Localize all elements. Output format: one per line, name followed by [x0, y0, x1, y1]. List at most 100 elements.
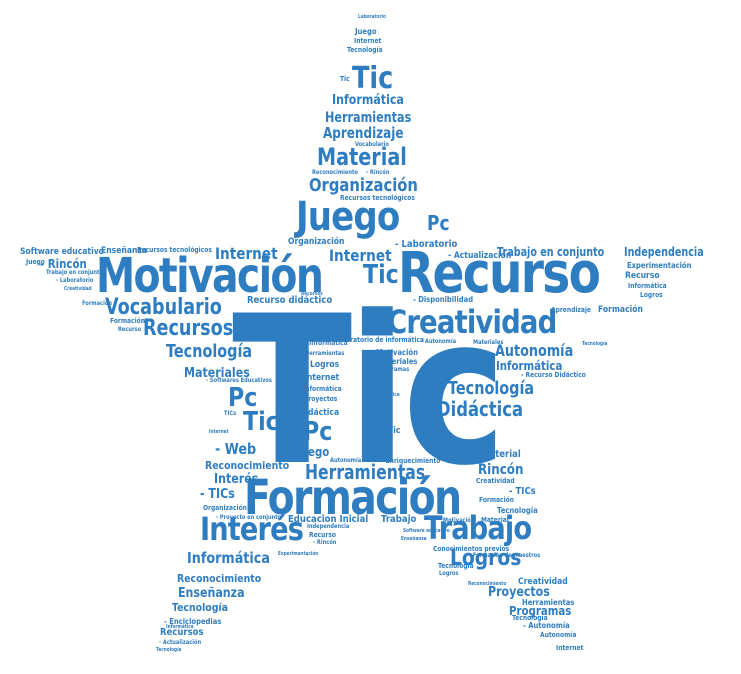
word-motivacion-small: Motivación: [376, 348, 418, 357]
word-materiales-small: Materiales: [377, 357, 418, 366]
word-juego-small: Juego: [297, 445, 330, 459]
word-herramientas-b: Herramientas: [522, 598, 575, 607]
word-informatica-right: Informática: [496, 359, 563, 373]
word-recurso: Recurso: [398, 241, 601, 306]
word-tics-left2: TICs: [224, 410, 237, 417]
word-juego-left: Juego: [26, 258, 45, 266]
word-internet-left2: Internet: [209, 429, 229, 435]
word-recurso-small: Recurso: [309, 531, 336, 539]
word-creatividad: Creatividad: [387, 303, 557, 341]
word-independencia-small: Independencia: [307, 523, 350, 530]
word-tic-main: Tic: [232, 273, 507, 511]
word-logros-mid: Logros: [310, 360, 340, 370]
word-autonomia-b: - Autonomía: [523, 621, 570, 630]
word-ensenanza-left: Enseñanza: [101, 246, 148, 256]
word-logros-b: Logros: [439, 570, 459, 577]
word-conocimientos-previos: Conocimientos previos: [433, 545, 510, 553]
word-independencia: Independencia: [624, 245, 704, 259]
word-actualizacion-b: - Actualización: [159, 639, 202, 646]
word-herramientas-small: Herramientas: [305, 350, 345, 357]
word-vocabulario: Vocabulario: [105, 295, 222, 320]
word-reconocimiento-bottom: Reconocimiento: [177, 572, 262, 585]
word-tecnologia-b3: Tecnología: [512, 614, 548, 622]
word-formacion-left2: Formación: [110, 317, 145, 325]
word-software-educativo-b: Software educativo: [403, 528, 450, 534]
word-logros: Logros: [450, 546, 522, 571]
word-informatica-right-small: Informática: [628, 282, 667, 290]
word-web-small: - Web: [364, 450, 381, 457]
word-informatica-mid: Informática: [309, 339, 348, 347]
word-autonomia-small: - Autonomía: [421, 338, 457, 345]
word-ensenanza: Enseñanza: [178, 586, 245, 601]
word-internet-mid: Internet: [329, 246, 392, 265]
word-pc-top: Pc: [427, 211, 450, 235]
word-material: Material: [317, 143, 407, 171]
word-logros-right-small: Logros: [640, 291, 663, 299]
word-proyectos-small: Proyectos: [304, 395, 338, 403]
word-experimentacion-r: Experimentación: [278, 551, 319, 557]
word-motivacion-bottom: Motivación: [443, 517, 475, 524]
word-programas-small: Programas: [378, 366, 410, 373]
word-informatica-bottom: Informática: [187, 549, 270, 567]
word-autonomia: Autonomía: [495, 341, 574, 360]
word-pc-left: Pc: [228, 383, 258, 413]
word-recursos-tecnologicos: Recursos tecnológicos: [340, 194, 415, 202]
word-proyecto-en-conjunto: - Proyecto en conjunto: [216, 514, 282, 521]
word-creatividad-small: Creatividad: [476, 477, 515, 485]
word-laboratorio-top: Laboratorio: [358, 14, 386, 20]
word-rincon-small: - Rincón: [313, 539, 337, 546]
word-informatica-b: Informática: [166, 624, 194, 630]
word-didactica-small: Didáctica: [299, 408, 340, 418]
word-enriquecimiento: - Enriquecimiento: [381, 457, 441, 465]
word-tecnologia-small-left: Tecnología: [582, 341, 608, 347]
word-tics-right: - TICs: [509, 486, 536, 497]
word-laboratorio-de-informatica: Laboratorio de informática: [334, 336, 425, 344]
word-tic-mid: Tic: [363, 260, 399, 290]
word-enciclopedias: - Enciclopedias: [164, 617, 222, 626]
word-informatica-left2: Informática: [372, 392, 400, 398]
word-recurso-didactico: Recurso didáctico: [247, 295, 333, 306]
word-tic-left: Tic: [243, 407, 279, 437]
word-creatividad-b: Creatividad: [518, 577, 568, 587]
word-organizacion: Organización: [309, 175, 418, 196]
word-tecnologia-small-right: Tecnología: [497, 506, 538, 515]
word-material-bottom: Material: [481, 516, 509, 524]
word-software-educativo: Software educativo: [20, 247, 104, 257]
word-didactica: Didáctica: [437, 397, 524, 421]
word-recursos-b: Recursos: [160, 627, 204, 638]
word-trabajo-en-conjunto-left: Trabajo en conjunto: [46, 269, 103, 276]
word-rincon-bottom: Rincón: [372, 406, 392, 413]
word-rincon-top: - Rincón: [366, 169, 390, 176]
word-experimentacion: Experimentación: [627, 261, 692, 270]
word-organizacion-small: Organización: [288, 237, 345, 247]
word-tecnologia: Tecnología: [166, 341, 253, 362]
word-autonomia-bottom-left: Autonomía: [330, 457, 362, 464]
word-interes-small: Interés: [214, 472, 259, 487]
word-laboratorio-left: - Laboratorio: [56, 277, 94, 284]
word-ensenanza-b: Enseñanza: [401, 536, 427, 542]
word-trabajo-en-conjunto: Trabajo en conjunto: [497, 245, 605, 259]
word-trabajo-small: Trabajo: [381, 514, 417, 525]
word-tecnologia-top-small: Tecnología: [347, 46, 383, 54]
word-tecnologia-b: Tecnología: [156, 647, 182, 653]
word-reconocimiento-small: Reconocimiento: [468, 581, 507, 587]
word-recursos: Recursos: [143, 316, 234, 341]
word-tecnologia-b2: Tecnología: [438, 562, 474, 570]
word-materiales-left: Materiales: [473, 339, 504, 346]
word-material-right: Material: [481, 449, 521, 460]
word-materiales: Materiales: [184, 366, 250, 381]
word-reconocimiento: Reconocimiento: [205, 459, 290, 472]
word-rincon-left: - Rincón: [40, 257, 87, 271]
word-aprendizaje-right: Aprendizaje: [551, 306, 591, 314]
word-actualizacion: - Actualización: [448, 251, 512, 261]
word-motivacion: Motivación: [96, 248, 324, 304]
word-tic-small: Tic: [388, 426, 401, 436]
word-trabajo: Trabajo: [424, 509, 532, 547]
word-tic-top: Tic: [352, 61, 394, 96]
word-juego: Juego: [296, 194, 400, 240]
word-internet-top: Internet: [354, 37, 382, 45]
word-herramientas-top: Herramientas: [325, 110, 412, 126]
word-rincon-right: Rincón: [478, 462, 524, 478]
word-softwares-educativos: - Softwares Educativos: [206, 377, 272, 384]
word-tics-left: - TICs: [200, 487, 235, 502]
